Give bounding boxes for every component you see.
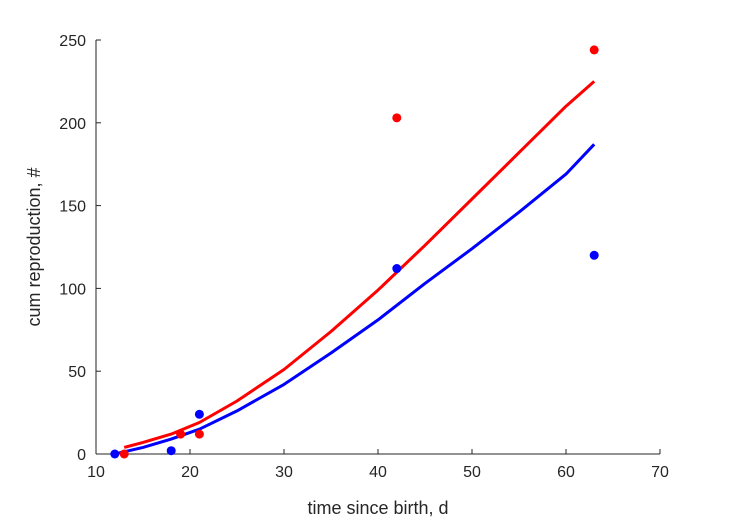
axes <box>95 40 660 455</box>
x-tick-label: 50 <box>463 464 481 481</box>
y-tick-label: 100 <box>59 281 86 298</box>
x-axis-label: time since birth, d <box>307 498 448 518</box>
fit-curve <box>123 80 596 449</box>
x-tick-label: 70 <box>651 464 669 481</box>
x-tick-label: 30 <box>275 464 293 481</box>
fit-curve <box>114 143 596 456</box>
x-tick-label: 20 <box>181 464 199 481</box>
y-tick-label: 50 <box>68 364 86 381</box>
data-point <box>194 429 204 439</box>
data-point <box>392 113 402 123</box>
data-points <box>110 45 599 459</box>
x-tick-label: 40 <box>369 464 387 481</box>
data-point <box>110 449 120 459</box>
y-tick-label: 200 <box>59 116 86 133</box>
data-point <box>166 446 176 456</box>
fit-lines <box>114 80 596 456</box>
data-point <box>589 250 599 260</box>
y-tick-label: 150 <box>59 199 86 216</box>
data-point <box>176 429 186 439</box>
x-tick-label: 10 <box>87 464 105 481</box>
data-point <box>392 264 402 274</box>
ticks: 10 20 30 40 50 60 70 0 50 100 150 200 250 <box>59 33 669 481</box>
x-tick-label: 60 <box>557 464 575 481</box>
y-axis-label: cum reproduction, # <box>24 167 44 326</box>
data-point <box>119 449 129 459</box>
data-point <box>589 45 599 55</box>
data-point <box>194 409 204 419</box>
y-tick-label: 250 <box>59 33 86 50</box>
y-tick-label: 0 <box>77 447 86 464</box>
